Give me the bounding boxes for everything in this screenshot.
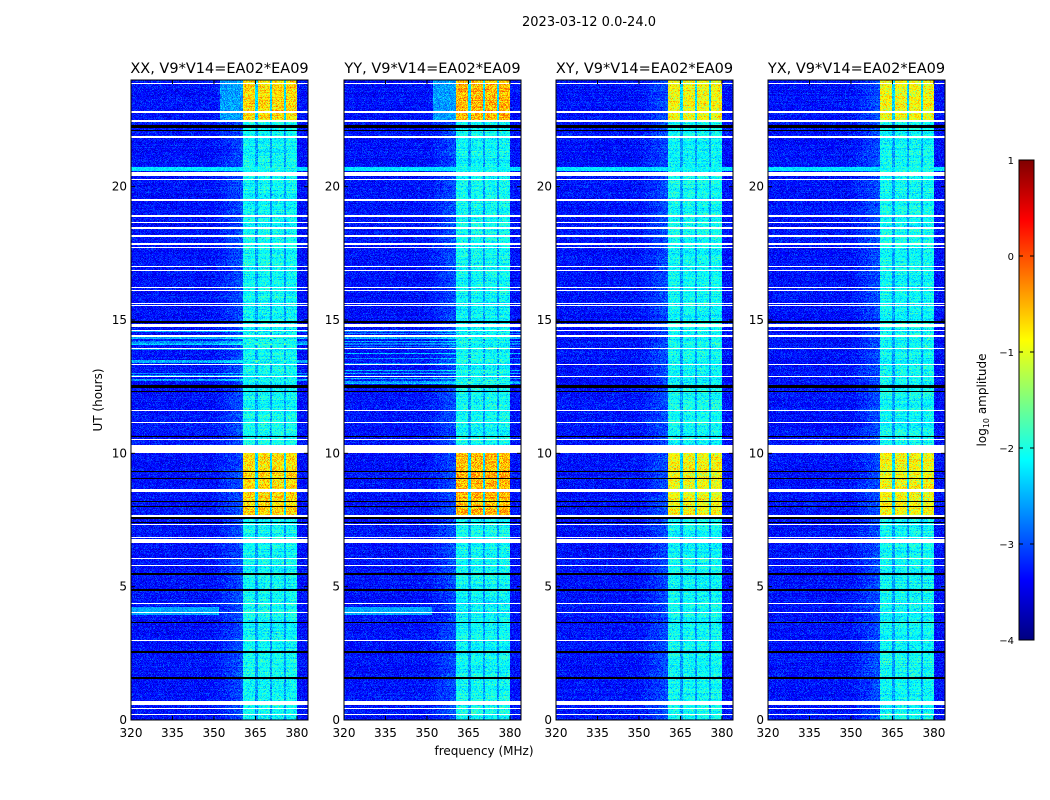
- figure-title: 2023-03-12 0.0-24.0: [522, 15, 656, 30]
- waterfall-yy: [344, 80, 521, 720]
- y-tick-label: 5: [119, 580, 127, 594]
- panel-xy: XY, V9*V14=EA02*EA09 320 335 350 365 380 0 5 10 1…: [537, 61, 734, 740]
- colorbar-label-sub: 10: [982, 418, 991, 428]
- colorbar-label-log: log: [975, 428, 989, 446]
- colorbar-label-rest: amplitude: [975, 354, 989, 418]
- x-tick-label: 380: [922, 726, 945, 740]
- y-tick-label: 10: [749, 446, 764, 460]
- x-tick-label: 350: [416, 726, 439, 740]
- waterfall-xx: [131, 80, 308, 720]
- x-tick-label: 335: [374, 726, 397, 740]
- x-tick-label: 380: [710, 726, 733, 740]
- x-tick-label: 365: [457, 726, 480, 740]
- panel-xx: XX, V9*V14=EA02*EA09 320 335 350 365 380 0 5 10 1…: [112, 61, 309, 740]
- y-tick-label: 20: [537, 180, 552, 194]
- axes-frame: [555, 79, 734, 721]
- y-tick-label: 0: [756, 713, 764, 727]
- y-tick-label: 5: [332, 580, 340, 594]
- y-tick-label: 10: [325, 446, 340, 460]
- colorbar-tick-label: −1: [999, 348, 1014, 359]
- colorbar-tick-label: −2: [999, 444, 1014, 455]
- y-tick-label: 5: [544, 580, 552, 594]
- y-tick-label: 0: [332, 713, 340, 727]
- x-tick-label: 335: [798, 726, 821, 740]
- y-tick-label: 0: [544, 713, 552, 727]
- panel-title: YX, V9*V14=EA02*EA09: [767, 61, 945, 77]
- y-tick-label: 10: [112, 446, 127, 460]
- y-tick-label: 10: [537, 446, 552, 460]
- axes-frame: [767, 79, 946, 721]
- x-tick-label: 365: [669, 726, 692, 740]
- x-tick-label: 350: [840, 726, 863, 740]
- x-tick-label: 350: [203, 726, 226, 740]
- x-tick-label: 365: [244, 726, 267, 740]
- colorbar: −4 −3 −2 −1 0 1 log10 amplitude: [975, 156, 1035, 647]
- x-tick-label: 320: [333, 726, 356, 740]
- x-tick-label: 320: [545, 726, 568, 740]
- colorbar-tick-label: −3: [999, 540, 1014, 551]
- y-tick-label: 5: [756, 580, 764, 594]
- y-tick-label: 0: [119, 713, 127, 727]
- x-axis-label: frequency (MHz): [434, 744, 533, 758]
- y-tick-label: 20: [325, 180, 340, 194]
- x-tick-label: 320: [757, 726, 780, 740]
- y-tick-label: 20: [749, 180, 764, 194]
- waterfall-yx: [768, 80, 945, 720]
- x-tick-label: 380: [498, 726, 521, 740]
- y-tick-label: 15: [749, 313, 764, 327]
- colorbar-gradient: [1019, 160, 1034, 640]
- x-tick-label: 380: [285, 726, 308, 740]
- panel-title: XX, V9*V14=EA02*EA09: [130, 61, 308, 77]
- colorbar-label: log10 amplitude: [975, 354, 991, 447]
- x-tick-label: 320: [120, 726, 143, 740]
- x-tick-label: 335: [161, 726, 184, 740]
- colorbar-frame: [1018, 159, 1035, 641]
- colorbar-tick-label: −4: [999, 636, 1014, 647]
- waterfall-xy: [556, 80, 733, 720]
- y-tick-label: 15: [112, 313, 127, 327]
- x-tick-label: 335: [586, 726, 609, 740]
- y-tick-label: 20: [112, 180, 127, 194]
- panel-title: XY, V9*V14=EA02*EA09: [556, 61, 733, 77]
- axes-frame: [343, 79, 522, 721]
- y-tick-label: 15: [325, 313, 340, 327]
- x-tick-label: 365: [881, 726, 904, 740]
- colorbar-tick-label: 1: [1008, 156, 1014, 167]
- panel-yx: YX, V9*V14=EA02*EA09 320 335 350 365 380 0 5 10 1…: [749, 61, 946, 740]
- colorbar-tick-label: 0: [1008, 252, 1014, 263]
- panel-yy: YY, V9*V14=EA02*EA09 320 335 350 365 380 0 5 10 1…: [325, 61, 522, 740]
- x-tick-label: 350: [628, 726, 651, 740]
- y-tick-label: 15: [537, 313, 552, 327]
- axes-frame: [130, 79, 309, 721]
- panel-title: YY, V9*V14=EA02*EA09: [343, 61, 520, 77]
- y-axis-label: UT (hours): [91, 368, 105, 431]
